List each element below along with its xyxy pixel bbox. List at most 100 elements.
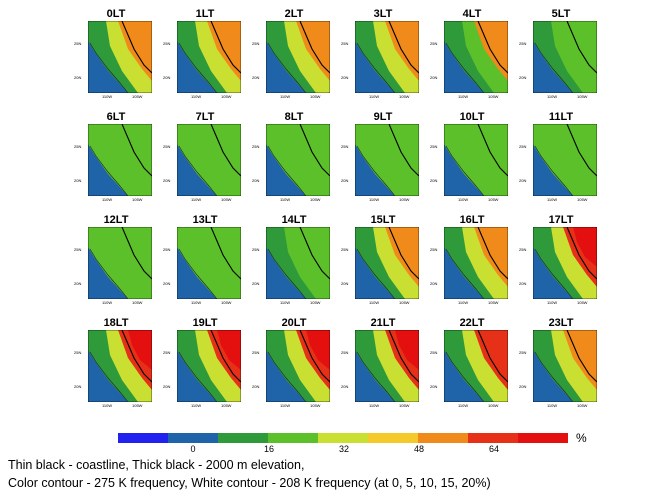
colorbar (118, 433, 568, 443)
lat-tick-label: 25N (430, 247, 438, 252)
lat-tick-label: 25N (163, 247, 171, 252)
caption-line-2: Color contour - 275 K frequency, White c… (8, 476, 491, 490)
lat-tick-label: 25N (163, 144, 171, 149)
lon-tick-label: 105W (399, 94, 410, 99)
colorbar-segment (468, 433, 518, 443)
panel-9LT: 9LT 25N 20N 110W 105W (341, 111, 419, 202)
lat-tick-label: 25N (341, 350, 349, 355)
panel-title: 23LT (548, 317, 574, 329)
elevation-contour (299, 227, 330, 280)
panel-22LT: 22LT 25N 20N 110W 105W (430, 317, 508, 408)
lat-tick-label: 20N (341, 178, 349, 183)
lon-tick-label: 105W (221, 403, 232, 408)
lat-tick-label: 20N (519, 178, 527, 183)
mountain-band (551, 124, 597, 196)
lat-tick-label: 25N (341, 247, 349, 252)
lon-tick-label: 105W (221, 94, 232, 99)
panel-title: 12LT (103, 214, 129, 226)
coastline (534, 145, 574, 196)
panel-6LT: 6LT 25N 20N 110W 105W (74, 111, 152, 202)
coastline (534, 42, 574, 93)
lon-tick-label: 110W (458, 403, 469, 408)
lat-tick-label: 20N (341, 75, 349, 80)
coastline (89, 351, 129, 402)
panel-title: 20LT (281, 317, 307, 329)
lon-tick-label: 110W (458, 300, 469, 305)
panel-map (533, 124, 597, 196)
elevation-contour (477, 330, 508, 383)
panel-map (177, 124, 241, 196)
lat-tick-label: 20N (163, 75, 171, 80)
panel-map (444, 227, 508, 299)
lat-tick-label: 25N (519, 41, 527, 46)
elevation-contour (299, 330, 330, 383)
coastline (356, 42, 396, 93)
panel-title: 5LT (551, 8, 571, 20)
mountain-band (284, 124, 330, 196)
lat-tick-label: 25N (519, 144, 527, 149)
lat-tick-label: 20N (163, 384, 171, 389)
panel-1LT: 1LT 25N 20N 110W 105W (163, 8, 241, 99)
elevation-contour (566, 330, 597, 383)
coastline (356, 145, 396, 196)
coastline (445, 248, 485, 299)
lat-tick-label: 25N (163, 41, 171, 46)
lon-tick-label: 110W (547, 197, 558, 202)
elevation-contour (477, 124, 508, 177)
lon-tick-label: 110W (547, 94, 558, 99)
lon-tick-label: 105W (577, 403, 588, 408)
coastline (356, 351, 396, 402)
lat-tick-label: 20N (74, 75, 82, 80)
panel-map (177, 330, 241, 402)
coastline (267, 351, 307, 402)
elevation-contour (566, 21, 597, 74)
lon-tick-label: 105W (132, 94, 143, 99)
colorbar-tick-64: 64 (488, 444, 499, 454)
panel-5LT: 5LT 25N 20N 110W 105W (519, 8, 597, 99)
lat-tick-label: 20N (163, 178, 171, 183)
lon-tick-label: 110W (191, 403, 202, 408)
elevation-contour (566, 124, 597, 177)
lon-tick-label: 105W (310, 403, 321, 408)
colorbar-segment (218, 433, 268, 443)
panel-title: 13LT (192, 214, 218, 226)
panel-10LT: 10LT 25N 20N 110W 105W (430, 111, 508, 202)
elevation-contour (210, 330, 241, 383)
panel-title: 6LT (106, 111, 126, 123)
lon-tick-label: 105W (399, 300, 410, 305)
panel-map (266, 21, 330, 93)
mountain-band (551, 21, 597, 93)
panel-title: 11LT (548, 111, 574, 123)
panel-13LT: 13LT 25N 20N 110W 105W (163, 214, 241, 305)
elevation-contour (299, 124, 330, 177)
lon-tick-label: 105W (488, 94, 499, 99)
elevation-contour (388, 227, 419, 280)
colorbar-segment (318, 433, 368, 443)
colorbar-tick-16: 16 (263, 444, 274, 454)
elevation-contour (477, 227, 508, 280)
coastline (445, 42, 485, 93)
panel-8LT: 8LT 25N 20N 110W 105W (252, 111, 330, 202)
elevation-contour (388, 21, 419, 74)
panel-0LT: 0LT 25N 20N 110W 105W (74, 8, 152, 99)
mountain-band (284, 227, 330, 299)
lon-tick-label: 105W (577, 94, 588, 99)
panel-map (266, 124, 330, 196)
lat-tick-label: 20N (519, 384, 527, 389)
panel-title: 14LT (281, 214, 307, 226)
panel-map (177, 21, 241, 93)
elevation-contour (210, 227, 241, 280)
elevation-contour (388, 330, 419, 383)
panel-title: 4LT (462, 8, 482, 20)
panel-title: 15LT (370, 214, 396, 226)
lat-tick-label: 25N (74, 41, 82, 46)
lon-tick-label: 110W (102, 300, 113, 305)
panel-15LT: 15LT 25N 20N 110W 105W (341, 214, 419, 305)
lat-tick-label: 20N (252, 281, 260, 286)
coastline (267, 42, 307, 93)
mountain-band (106, 227, 152, 299)
coastline (356, 248, 396, 299)
lon-tick-label: 105W (399, 197, 410, 202)
lat-tick-label: 20N (163, 281, 171, 286)
lon-tick-label: 110W (458, 94, 469, 99)
